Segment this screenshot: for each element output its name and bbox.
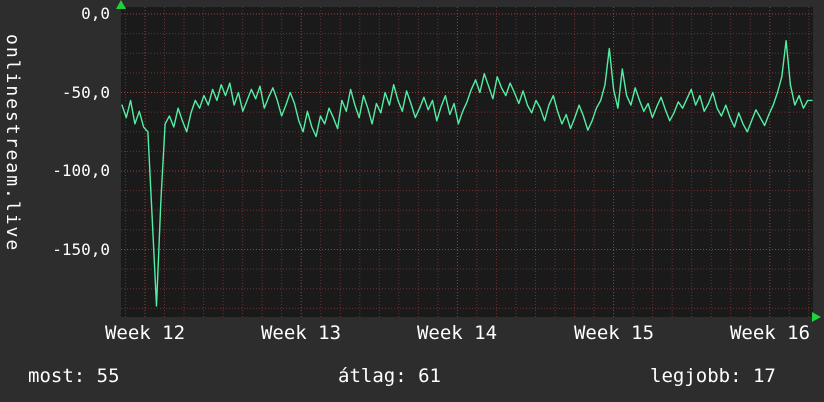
x-axis-arrow-icon [812,312,821,322]
y-axis-arrow-icon [116,0,126,9]
chart-line [121,40,813,307]
y-axis-tick-label: -150,0 [52,240,110,259]
stat-legjobb: legjobb: 17 [650,365,776,387]
x-axis-tick-label: Week 13 [260,322,342,344]
y-axis-tick-label: 0,0 [81,4,110,23]
stat-most: most: 55 [28,365,120,387]
x-axis-tick-label: Week 16 [729,322,811,344]
y-axis-tick-label: -50,0 [61,83,110,102]
x-axis-tick-label: Week 12 [104,322,186,344]
x-axis-tick-label: Week 15 [573,322,655,344]
x-axis-tick-label: Week 14 [416,322,498,344]
site-vertical-label: onlinestream.live [2,34,23,253]
chart-plot [121,7,813,317]
stat-atlag: átlag: 61 [338,365,441,387]
y-axis-tick-label: -100,0 [52,161,110,180]
